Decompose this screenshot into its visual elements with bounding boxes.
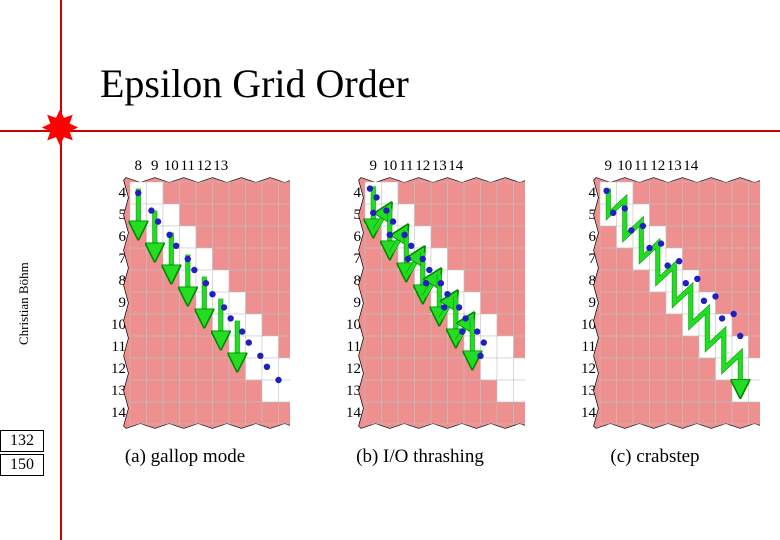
author-label: Christian Böhm <box>16 262 32 345</box>
caption-a: (a) gallop mode <box>80 446 290 468</box>
star-icon: ✸ <box>40 106 80 154</box>
panel-c: 910111213144567891011121314 (c) crabstep <box>550 160 760 468</box>
grid-a: 89101112134567891011121314 <box>80 160 290 440</box>
page-title: Epsilon Grid Order <box>100 60 409 107</box>
page-total: 150 <box>0 454 44 476</box>
grid-b: 910111213144567891011121314 <box>315 160 525 440</box>
panel-b: 910111213144567891011121314 (b) I/O thra… <box>315 160 525 468</box>
caption-b: (b) I/O thrashing <box>315 446 525 468</box>
horizontal-rule <box>0 130 780 132</box>
page-current: 132 <box>0 430 44 452</box>
grid-c: 910111213144567891011121314 <box>550 160 760 440</box>
vertical-rule <box>60 0 62 540</box>
panels-row: 89101112134567891011121314 (a) gallop mo… <box>80 160 760 468</box>
caption-c: (c) crabstep <box>550 446 760 468</box>
panel-a: 89101112134567891011121314 (a) gallop mo… <box>80 160 290 468</box>
